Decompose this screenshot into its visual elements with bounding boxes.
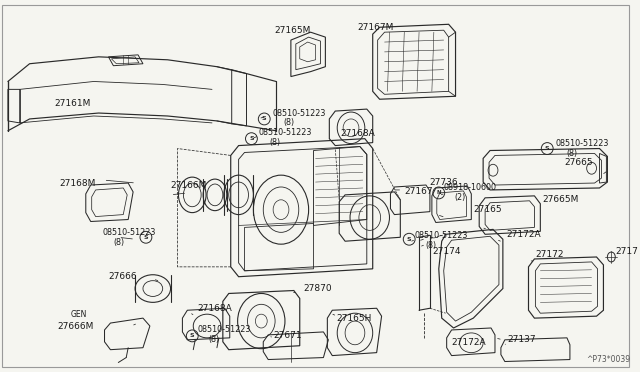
Text: 08510-51223: 08510-51223: [102, 228, 156, 237]
Text: 27172A: 27172A: [452, 338, 486, 347]
Text: 27168M: 27168M: [59, 179, 95, 187]
Text: 27870: 27870: [304, 284, 332, 293]
Text: ^P73*0039: ^P73*0039: [587, 355, 631, 364]
Text: (8): (8): [269, 138, 281, 147]
Text: GEN: GEN: [71, 310, 88, 319]
Text: 27137: 27137: [508, 335, 536, 344]
Text: 08510-51223: 08510-51223: [259, 128, 312, 137]
Text: (8): (8): [426, 241, 436, 250]
Text: S: S: [249, 136, 253, 141]
Text: 27161M: 27161M: [54, 99, 91, 108]
Text: 27666: 27666: [108, 272, 137, 281]
Text: 2717: 2717: [615, 247, 638, 256]
Text: 27168A: 27168A: [340, 129, 375, 138]
Text: (8): (8): [209, 335, 220, 344]
Text: 27671: 27671: [273, 331, 301, 340]
Text: 27167: 27167: [404, 187, 433, 196]
Text: 27666M: 27666M: [57, 321, 93, 330]
Text: 27165H: 27165H: [336, 314, 372, 323]
Text: (8): (8): [284, 118, 294, 127]
Text: 08510-51223: 08510-51223: [197, 326, 251, 334]
Text: (8): (8): [566, 149, 577, 158]
Text: 08510-51223: 08510-51223: [555, 139, 609, 148]
Text: 27665: 27665: [564, 158, 593, 167]
Text: N: N: [436, 190, 441, 195]
Text: 27165: 27165: [474, 205, 502, 214]
Text: S: S: [143, 235, 148, 240]
Text: 27166M: 27166M: [171, 180, 207, 189]
Text: (8): (8): [114, 238, 125, 247]
Text: 27172: 27172: [536, 250, 564, 259]
Text: 27174: 27174: [432, 247, 460, 256]
Text: S: S: [262, 116, 267, 121]
Text: 08918-10600: 08918-10600: [444, 183, 497, 192]
Text: 08510-51223: 08510-51223: [414, 231, 467, 240]
Text: 27165M: 27165M: [274, 26, 310, 35]
Text: S: S: [407, 237, 412, 242]
Text: 08510-51223: 08510-51223: [272, 109, 326, 118]
Text: 27168A: 27168A: [197, 304, 232, 313]
Text: 27736: 27736: [429, 177, 458, 186]
Text: S: S: [545, 146, 550, 151]
Text: 27172A: 27172A: [507, 230, 541, 239]
Text: 27665M: 27665M: [542, 195, 579, 204]
Text: S: S: [190, 333, 195, 339]
Text: (2): (2): [455, 193, 466, 202]
Text: 27167M: 27167M: [357, 23, 394, 32]
